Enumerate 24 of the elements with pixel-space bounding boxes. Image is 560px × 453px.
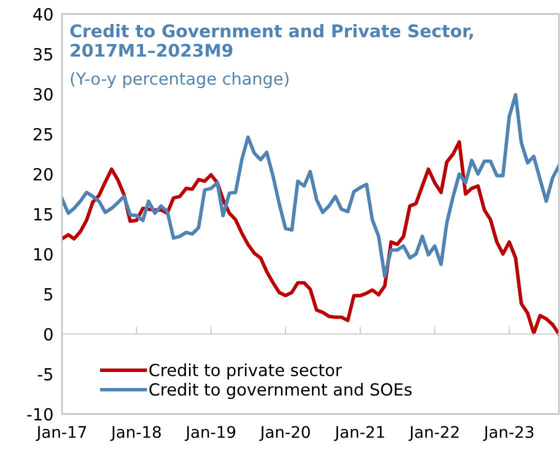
text: (Y-o-y percentage change) (70, 72, 288, 88)
y-tick-label: 30 (34, 88, 53, 101)
line-series (62, 140, 559, 336)
y-tick-label: 15 (34, 208, 52, 221)
y-tick-label: -5 (38, 368, 52, 381)
text: Credit to Government and Private Sector, 2017M1–2023M9 (70, 24, 473, 57)
y-tick-label: 20 (34, 168, 53, 181)
x-tick-label: Jan-23 (483, 426, 534, 441)
y-tick-label: 5 (44, 288, 52, 301)
line-series (62, 93, 559, 278)
x-tick-label: Jan-21 (334, 426, 384, 441)
legend-label: Credit to government and SOEs (149, 382, 412, 399)
x-tick-label: Jan-19 (184, 426, 236, 441)
y-tick-label: 25 (34, 128, 52, 141)
x-tick-label: Jan-20 (259, 426, 310, 441)
x-tick-label: Jan-18 (110, 426, 161, 441)
y-tick-label: 40 (33, 8, 53, 21)
y-tick-label: 35 (34, 48, 52, 61)
y-tick-label: 10 (34, 248, 53, 261)
legend-label: Credit to private sector (149, 363, 342, 380)
y-tick-label: -10 (27, 408, 53, 421)
x-tick-label: Jan-22 (408, 426, 459, 441)
y-tick-label: 0 (44, 328, 53, 341)
x-tick-label: Jan-17 (36, 426, 86, 441)
